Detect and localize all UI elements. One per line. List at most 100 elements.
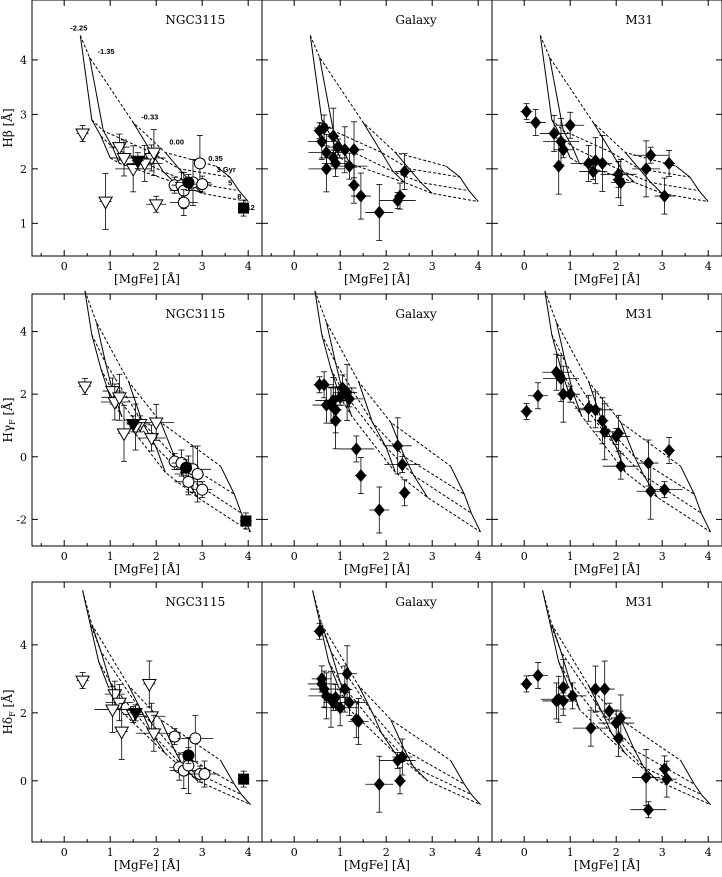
data-point <box>237 199 250 217</box>
x-tick-label: 4 <box>705 550 712 563</box>
circle-marker <box>177 196 190 209</box>
diamond-marker <box>642 803 654 817</box>
model-metallicity-line <box>680 465 711 533</box>
x-tick-label: 1 <box>107 846 114 859</box>
triangle-marker <box>105 704 120 718</box>
triangle-marker <box>107 689 123 703</box>
y-axis-title-row-2: HγF [Å] <box>0 397 17 442</box>
square-marker <box>238 202 250 214</box>
x-tick-label: 3 <box>659 260 666 273</box>
diamond-marker <box>640 162 652 176</box>
y-tick-label: 0 <box>20 775 27 788</box>
model-age-line <box>107 685 251 806</box>
x-tick-label: 0 <box>61 846 68 859</box>
diamond-marker <box>327 151 339 165</box>
panel-frame <box>491 293 722 547</box>
panel-3-galaxy: 0 1 2 3 4 [MgFe] [Å] Galaxy <box>261 581 493 872</box>
data-point <box>646 481 683 499</box>
panel-title: NGC3115 <box>165 13 225 27</box>
y-tick-label: 4 <box>20 54 27 67</box>
model-metallicity-line <box>395 152 433 194</box>
model-age-line <box>312 590 451 761</box>
y-tick-label: -2 <box>16 513 27 526</box>
x-tick-label: 3 <box>199 846 206 859</box>
x-tick-label: 4 <box>475 260 482 273</box>
data-point <box>663 150 676 177</box>
y-tick-label: 3 <box>20 108 27 121</box>
diamond-marker <box>343 159 355 173</box>
model-metallicity-line <box>555 322 583 417</box>
model-age-line <box>330 368 472 514</box>
y-tick-label: 2 <box>20 707 27 720</box>
data-point <box>308 672 345 720</box>
model-metallicity-line <box>128 685 166 754</box>
data-point <box>100 383 129 421</box>
data-point <box>553 141 574 159</box>
model-metallicity-line <box>132 122 175 183</box>
circle-marker <box>196 178 209 191</box>
data-point <box>528 382 548 410</box>
panel-title: M31 <box>625 595 653 609</box>
data-point <box>572 709 609 747</box>
triangle-marker <box>125 419 141 433</box>
diamond-marker <box>330 690 342 705</box>
diamond-marker <box>645 484 657 498</box>
model-metallicity-line <box>358 685 396 754</box>
panel-frame <box>261 0 493 257</box>
metallicity-label: 0.00 <box>169 138 184 147</box>
data-point <box>114 703 130 760</box>
diamond-marker <box>343 696 355 710</box>
circle-marker <box>193 157 206 170</box>
diamond-marker <box>548 126 560 141</box>
data-point <box>632 749 661 806</box>
panel-2-galaxy: 0 1 2 3 4 [MgFe] [Å] Galaxy <box>261 290 493 576</box>
model-metallicity-line <box>445 165 479 202</box>
panel-3-ngc3115: 0 1 2 3 4 0 2 4 [MgFe] [Å] NGC3115 <box>20 581 263 872</box>
model-age-line <box>91 334 235 495</box>
x-tick-label: 4 <box>245 260 252 273</box>
x-tick-label: 0 <box>521 260 528 273</box>
diamond-marker <box>341 667 353 681</box>
model-age-line <box>100 368 242 514</box>
data-point <box>94 686 131 733</box>
circle-marker <box>168 730 181 743</box>
x-tick-label: 1 <box>337 260 344 273</box>
data-point <box>75 125 91 142</box>
model-metallicity-line <box>390 719 428 782</box>
model-age-line <box>82 590 221 761</box>
diamond-marker <box>320 689 332 703</box>
model-age-line <box>91 119 230 178</box>
x-tick-label: 2 <box>153 846 160 859</box>
diamond-marker <box>567 689 578 703</box>
square-marker <box>240 515 252 527</box>
panel-title: Galaxy <box>395 595 437 609</box>
diamond-marker <box>521 677 532 691</box>
data-point <box>192 175 213 193</box>
y-tick-label: 2 <box>20 163 27 176</box>
diamond-marker <box>659 189 670 203</box>
x-tick-label: 4 <box>245 550 252 563</box>
diamond-marker <box>394 774 406 788</box>
model-metallicity-line <box>390 422 429 498</box>
metallicity-label: 0.35 <box>208 154 223 163</box>
data-point <box>125 415 141 433</box>
data-point <box>398 479 411 507</box>
x-tick-label: 1 <box>567 550 574 563</box>
triangle-marker <box>148 199 164 213</box>
x-tick-label: 2 <box>153 260 160 273</box>
x-tick-label: 4 <box>475 550 482 563</box>
data-point <box>552 137 565 195</box>
age-label: 5 <box>228 178 232 187</box>
x-tick-label: 3 <box>199 550 206 563</box>
y-tick-label: 4 <box>20 639 27 652</box>
model-metallicity-line <box>362 122 405 183</box>
data-point <box>190 760 219 788</box>
triangle-marker <box>111 697 127 711</box>
model-age-line <box>321 334 465 495</box>
data-point <box>146 195 167 213</box>
diamond-marker <box>557 694 569 708</box>
diamond-marker <box>532 668 544 683</box>
diamond-marker <box>555 371 567 386</box>
data-point <box>105 684 134 722</box>
x-tick-label: 2 <box>153 550 160 563</box>
